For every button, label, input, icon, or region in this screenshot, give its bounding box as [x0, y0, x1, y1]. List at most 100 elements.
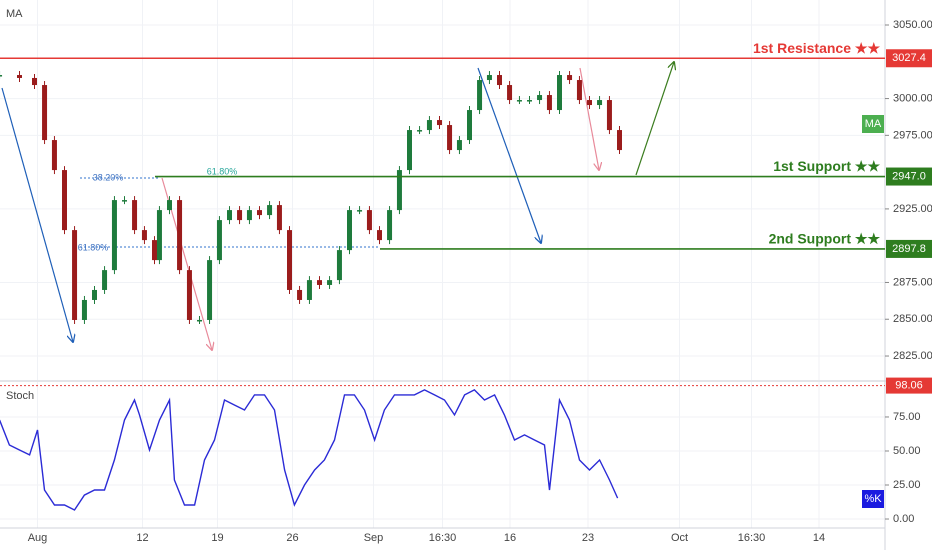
candle [527, 100, 532, 102]
y-tick-label: 2925.00 [893, 203, 932, 215]
candle [132, 200, 138, 231]
candle [396, 170, 402, 211]
candle [216, 220, 222, 261]
candle [387, 210, 393, 241]
x-tick-label: Aug [28, 532, 48, 544]
x-tick-label: 14 [813, 532, 825, 544]
level-value-label: 2897.8 [892, 243, 926, 255]
candle [122, 200, 127, 202]
candle [357, 210, 363, 212]
candle [227, 210, 232, 221]
k-badge [862, 490, 884, 508]
candle [257, 210, 262, 216]
arrow [635, 62, 674, 176]
candle [407, 130, 412, 171]
candle [617, 130, 622, 151]
candle [377, 230, 382, 241]
candle [197, 319, 202, 322]
candle [0, 75, 3, 77]
candle [576, 80, 582, 101]
y-tick-label: 2850.00 [893, 313, 932, 325]
x-tick-label: 16:30 [429, 532, 457, 544]
k-badge-label: %K [864, 493, 882, 505]
arrow [579, 67, 599, 170]
candle [177, 200, 183, 271]
arrow [477, 67, 541, 243]
candle [186, 270, 192, 320]
fib-label: 38.20% [93, 172, 124, 182]
candle [237, 210, 243, 221]
candle [486, 75, 492, 81]
marker-badge [886, 377, 932, 394]
stoch-line [0, 389, 619, 511]
candle [81, 299, 87, 320]
candle [267, 205, 273, 216]
candle [246, 210, 252, 221]
candle [447, 125, 453, 151]
fib-label: 61.80% [207, 166, 238, 176]
candle [306, 280, 312, 300]
candle [347, 210, 352, 251]
y-tick-label: 0.00 [893, 513, 914, 525]
candle [276, 205, 282, 231]
candle [467, 110, 472, 141]
candle [417, 130, 423, 132]
candle [477, 80, 483, 111]
x-tick-label: 26 [286, 532, 298, 544]
level-value-label: 3027.4 [892, 52, 926, 64]
candle [167, 200, 172, 211]
candle [156, 210, 162, 261]
y-tick-label: 2875.00 [893, 276, 932, 288]
y-tick-label: 3000.00 [893, 92, 932, 104]
candle [587, 100, 592, 106]
y-tick-label: 25.00 [893, 479, 921, 491]
candle [366, 210, 372, 231]
candle [557, 75, 562, 111]
grid [0, 0, 885, 528]
stoch-pane-title: Stoch [6, 390, 34, 402]
y-tick-label: 2975.00 [893, 129, 932, 141]
candle [606, 100, 612, 131]
fib-label: 61.80% [78, 242, 109, 252]
candle [62, 170, 67, 231]
candle [567, 75, 573, 81]
level-value-label: 2947.0 [892, 170, 926, 182]
y-tick-label: 2825.00 [893, 350, 932, 362]
candle [426, 120, 432, 131]
drawings [1, 62, 674, 350]
candle [51, 140, 57, 171]
level-name: 2nd Support ★★ [769, 231, 881, 247]
candle [437, 120, 442, 126]
candle [537, 95, 543, 101]
candle [111, 200, 117, 271]
candle [92, 289, 97, 300]
candle [507, 85, 513, 101]
x-tick-label: 23 [582, 532, 594, 544]
level-badge [886, 239, 932, 258]
candle [516, 100, 522, 102]
level-badge [886, 49, 932, 68]
x-tick-label: 19 [211, 532, 223, 544]
x-tick-label: Oct [671, 532, 688, 544]
candle [456, 140, 462, 151]
candle [317, 280, 322, 285]
ma-badge-label: MA [865, 118, 882, 130]
candle [42, 85, 48, 141]
candle [597, 100, 603, 106]
y-tick-label: 3050.00 [893, 19, 932, 31]
marker-label: 98.06 [895, 379, 923, 391]
candle [102, 270, 108, 290]
price-pane-title: MA [6, 8, 23, 20]
x-tick-label: 12 [136, 532, 148, 544]
candle [72, 230, 78, 320]
candle [336, 250, 342, 281]
y-tick-label: 50.00 [893, 445, 921, 457]
candle [141, 230, 147, 241]
candle [17, 75, 22, 78]
candle [327, 280, 333, 285]
level-name: 1st Resistance ★★ [753, 40, 880, 56]
ma-badge [862, 115, 884, 133]
candle [546, 95, 552, 111]
arrow [1, 87, 73, 342]
